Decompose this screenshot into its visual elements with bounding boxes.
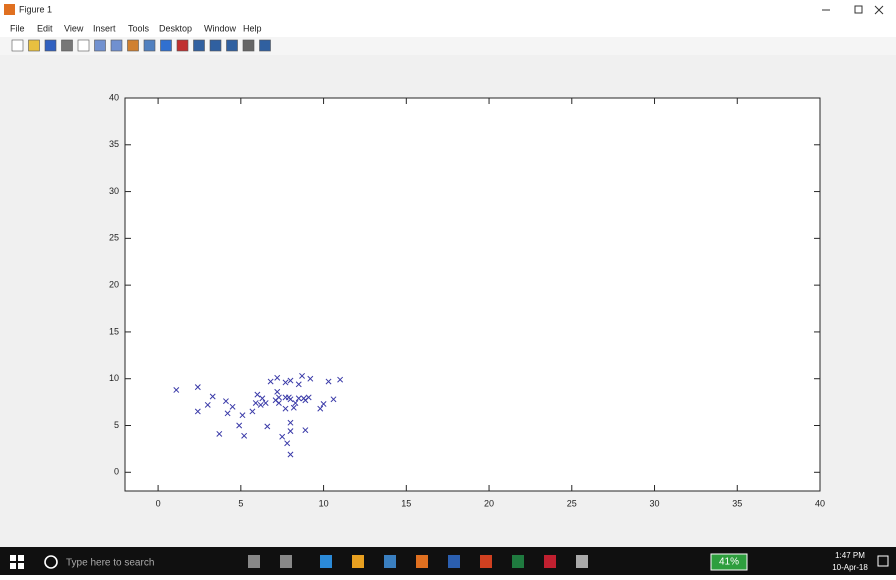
- toolbar-button[interactable]: [29, 40, 40, 51]
- title-bar: [0, 0, 896, 20]
- toolbar-button[interactable]: [210, 40, 221, 51]
- menu-item[interactable]: Insert: [93, 23, 116, 33]
- menu-item[interactable]: Edit: [37, 23, 53, 33]
- taskbar-app[interactable]: [448, 555, 460, 568]
- clock-date: 10-Apr-18: [832, 563, 868, 572]
- toolbar-button[interactable]: [177, 40, 188, 51]
- taskbar-app[interactable]: [280, 555, 292, 568]
- toolbar-button[interactable]: [128, 40, 139, 51]
- x-tick-label: 35: [732, 498, 742, 508]
- x-tick-label: 15: [401, 498, 411, 508]
- app-icon: [4, 4, 15, 15]
- toolbar-button[interactable]: [62, 40, 73, 51]
- taskbar-app[interactable]: [512, 555, 524, 568]
- y-tick-label: 30: [109, 186, 119, 196]
- y-tick-label: 25: [109, 233, 119, 243]
- screen: Figure 1 File Edit View Insert Tools Desktop W…: [0, 0, 896, 575]
- toolbar-button[interactable]: [144, 40, 155, 51]
- toolbar-button[interactable]: [95, 40, 106, 51]
- y-tick-label: 15: [109, 326, 119, 336]
- toolbar-button[interactable]: [12, 40, 23, 51]
- menu-item[interactable]: View: [64, 23, 84, 33]
- x-tick-label: 25: [567, 498, 577, 508]
- menu-item[interactable]: Desktop: [159, 23, 192, 33]
- taskbar-app[interactable]: [416, 555, 428, 568]
- toolbar-button[interactable]: [161, 40, 172, 51]
- taskbar-app[interactable]: [480, 555, 492, 568]
- x-tick-label: 20: [484, 498, 494, 508]
- y-tick-label: 5: [114, 420, 119, 430]
- y-tick-label: 20: [109, 280, 119, 290]
- taskbar-app[interactable]: [384, 555, 396, 568]
- y-tick-label: 40: [109, 92, 119, 102]
- menu-item[interactable]: Window: [204, 23, 237, 33]
- menu-item[interactable]: File: [10, 23, 25, 33]
- battery-level: 41%: [719, 557, 739, 568]
- y-tick-label: 0: [114, 467, 119, 477]
- menu: File Edit View Insert Tools Desktop Window Help: [10, 23, 262, 33]
- menu-item[interactable]: Tools: [128, 23, 150, 33]
- x-tick-label: 10: [319, 498, 329, 508]
- x-tick-label: 0: [156, 498, 161, 508]
- taskbar-app[interactable]: [248, 555, 260, 568]
- toolbar-button[interactable]: [194, 40, 205, 51]
- window-title: Figure 1: [19, 4, 52, 14]
- taskbar-app[interactable]: [576, 555, 588, 568]
- toolbar-button[interactable]: [260, 40, 271, 51]
- toolbar-button[interactable]: [227, 40, 238, 51]
- toolbar-button[interactable]: [111, 40, 122, 51]
- clock-time: 1:47 PM: [835, 551, 865, 560]
- toolbar-button[interactable]: [243, 40, 254, 51]
- search-box[interactable]: Type here to search: [66, 558, 154, 569]
- y-tick-label: 10: [109, 373, 119, 383]
- taskbar-app[interactable]: [544, 555, 556, 568]
- toolbar-button[interactable]: [45, 40, 56, 51]
- x-tick-label: 40: [815, 498, 825, 508]
- x-tick-label: 5: [238, 498, 243, 508]
- x-tick-label: 30: [650, 498, 660, 508]
- y-tick-label: 35: [109, 139, 119, 149]
- taskbar-app[interactable]: [320, 555, 332, 568]
- taskbar-app[interactable]: [352, 555, 364, 568]
- toolbar-button[interactable]: [78, 40, 89, 51]
- plot-area: [125, 98, 820, 491]
- menu-item[interactable]: Help: [243, 23, 262, 33]
